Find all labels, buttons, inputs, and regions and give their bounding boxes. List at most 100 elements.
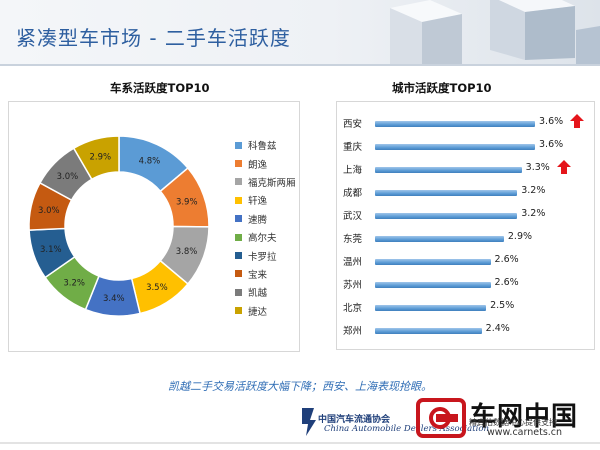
donut-slice-label: 3.9% xyxy=(176,198,198,208)
city-label: 苏州 xyxy=(343,280,363,291)
donut-slice-label: 3.2% xyxy=(63,278,85,288)
legend-label: 朗逸 xyxy=(248,159,268,171)
legend-label: 宝来 xyxy=(248,269,268,281)
legend-item: 福克斯两厢 xyxy=(235,173,296,191)
legend-swatch xyxy=(235,270,242,278)
donut-slice-label: 3.0% xyxy=(38,206,60,216)
legend-label: 速腾 xyxy=(248,214,268,226)
legend-label: 捷达 xyxy=(248,306,268,318)
city-value-label: 2.6% xyxy=(494,254,519,265)
city-label: 温州 xyxy=(343,257,363,268)
city-value-label: 3.3% xyxy=(525,162,550,173)
city-bar xyxy=(375,282,491,288)
city-label: 武汉 xyxy=(343,211,363,222)
donut-slice-label: 3.0% xyxy=(57,172,79,182)
city-bar xyxy=(375,305,487,311)
city-bar xyxy=(375,259,491,265)
legend-item: 朗逸 xyxy=(235,154,296,172)
city-chart-panel: 西安 3.6% 重庆 3.6% 上海 3.3% 成都 3.2% 武汉 3.2% 东莞 2.9% 温州 2.… xyxy=(336,101,595,350)
city-bar xyxy=(375,121,535,127)
city-bar xyxy=(375,167,522,173)
legend-swatch xyxy=(235,215,242,223)
city-bar-row: 成都 3.2% xyxy=(337,180,594,203)
city-label: 东莞 xyxy=(343,234,363,245)
city-bar-row: 重庆 3.6% xyxy=(337,134,594,157)
association-logo-icon xyxy=(302,408,316,436)
city-label: 重庆 xyxy=(343,142,363,153)
legend-label: 福克斯两厢 xyxy=(248,177,296,189)
decorative-cubes-image xyxy=(390,0,600,66)
brand-name-cn: 车网中国 xyxy=(470,402,579,432)
city-value-label: 3.2% xyxy=(521,185,546,196)
up-arrow-icon xyxy=(570,114,584,128)
city-value-label: 3.6% xyxy=(539,139,564,150)
donut-legend: 科鲁兹朗逸福克斯两厢轩逸速腾高尔夫卡罗拉宝来凯越捷达 xyxy=(235,136,296,320)
legend-item: 凯越 xyxy=(235,283,296,301)
legend-item: 宝来 xyxy=(235,265,296,283)
city-label: 上海 xyxy=(343,165,363,176)
city-bar-row: 郑州 2.4% xyxy=(337,318,594,341)
donut-slice-label: 3.8% xyxy=(176,247,198,257)
city-chart-title: 城市活跃度TOP10 xyxy=(392,81,492,95)
city-label: 郑州 xyxy=(343,326,363,337)
header-divider xyxy=(0,64,600,66)
city-bar-row: 西安 3.6% xyxy=(337,111,594,134)
city-value-label: 3.2% xyxy=(521,208,546,219)
carnets-logo-icon xyxy=(416,398,466,438)
legend-label: 凯越 xyxy=(248,288,268,300)
association-name-en: China Automobile Dealers Association xyxy=(324,424,489,434)
legend-label: 轩逸 xyxy=(248,196,268,208)
legend-label: 科鲁兹 xyxy=(248,141,277,153)
donut-slice-label: 3.4% xyxy=(103,294,125,304)
page-title: 紧凑型车市场 - 二手车活跃度 xyxy=(16,26,291,50)
city-bar-row: 武汉 3.2% xyxy=(337,203,594,226)
association-name-cn: 中国汽车流通协会 xyxy=(318,415,391,425)
legend-swatch xyxy=(235,141,242,149)
donut-chart: 4.8% 3.9% 3.8% 3.5% 3.4% 3.2% 3.1% 3.0% 3.0% 2.9% xyxy=(28,135,210,317)
legend-swatch xyxy=(235,196,242,204)
donut-chart-title: 车系活跃度TOP10 xyxy=(110,81,210,95)
legend-swatch xyxy=(235,288,242,296)
donut-slice-label: 4.8% xyxy=(139,157,161,167)
city-bar-row: 温州 2.6% xyxy=(337,249,594,272)
header-banner: 紧凑型车市场 - 二手车活跃度 xyxy=(0,0,600,66)
legend-label: 高尔夫 xyxy=(248,233,277,245)
legend-item: 卡罗拉 xyxy=(235,246,296,264)
city-value-label: 2.6% xyxy=(494,277,519,288)
city-bar xyxy=(375,213,518,219)
city-bar-row: 东莞 2.9% xyxy=(337,226,594,249)
brand-subtitle: 精真估数据中心提供支持 xyxy=(469,418,557,427)
city-bar xyxy=(375,144,535,150)
caption-text: 凯越二手交易活跃度大幅下降；西安、上海表现抢眼。 xyxy=(168,380,432,393)
city-bar-row: 北京 2.5% xyxy=(337,295,594,318)
city-bar-row: 上海 3.3% xyxy=(337,157,594,180)
city-bar xyxy=(375,236,504,242)
city-value-label: 2.4% xyxy=(485,323,510,334)
donut-slice-label: 3.5% xyxy=(146,283,168,293)
donut-slice xyxy=(72,135,120,181)
city-label: 成都 xyxy=(343,188,363,199)
donut-slice-label: 3.1% xyxy=(40,245,62,255)
brand-url: www.carnets.cn xyxy=(487,427,563,438)
legend-item: 速腾 xyxy=(235,210,296,228)
legend-swatch xyxy=(235,178,242,186)
legend-item: 捷达 xyxy=(235,302,296,320)
city-bar xyxy=(375,190,518,196)
legend-swatch xyxy=(235,252,242,260)
legend-item: 高尔夫 xyxy=(235,228,296,246)
city-label: 西安 xyxy=(343,119,363,130)
footer-divider xyxy=(0,442,600,444)
city-value-label: 2.9% xyxy=(507,231,533,242)
donut-slice-label: 2.9% xyxy=(89,152,111,162)
legend-swatch xyxy=(235,233,242,241)
city-value-label: 2.5% xyxy=(490,300,515,311)
city-value-label: 3.6% xyxy=(539,116,564,127)
legend-label: 卡罗拉 xyxy=(248,251,277,263)
up-arrow-icon xyxy=(556,160,571,174)
legend-item: 轩逸 xyxy=(235,191,296,209)
donut-chart-panel: 4.8% 3.9% 3.8% 3.5% 3.4% 3.2% 3.1% 3.0% 3.0% 2.9%… xyxy=(8,101,300,352)
legend-swatch xyxy=(235,160,242,168)
city-bar xyxy=(375,328,482,334)
legend-item: 科鲁兹 xyxy=(235,136,296,154)
legend-swatch xyxy=(235,307,242,315)
